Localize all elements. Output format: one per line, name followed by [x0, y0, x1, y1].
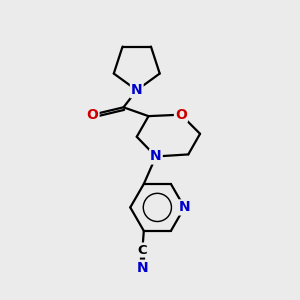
Text: N: N [150, 149, 162, 164]
Text: N: N [178, 200, 190, 214]
Text: C: C [137, 244, 147, 256]
Text: N: N [131, 83, 142, 97]
Text: O: O [175, 108, 187, 122]
Text: N: N [136, 261, 148, 275]
Text: O: O [87, 108, 98, 122]
